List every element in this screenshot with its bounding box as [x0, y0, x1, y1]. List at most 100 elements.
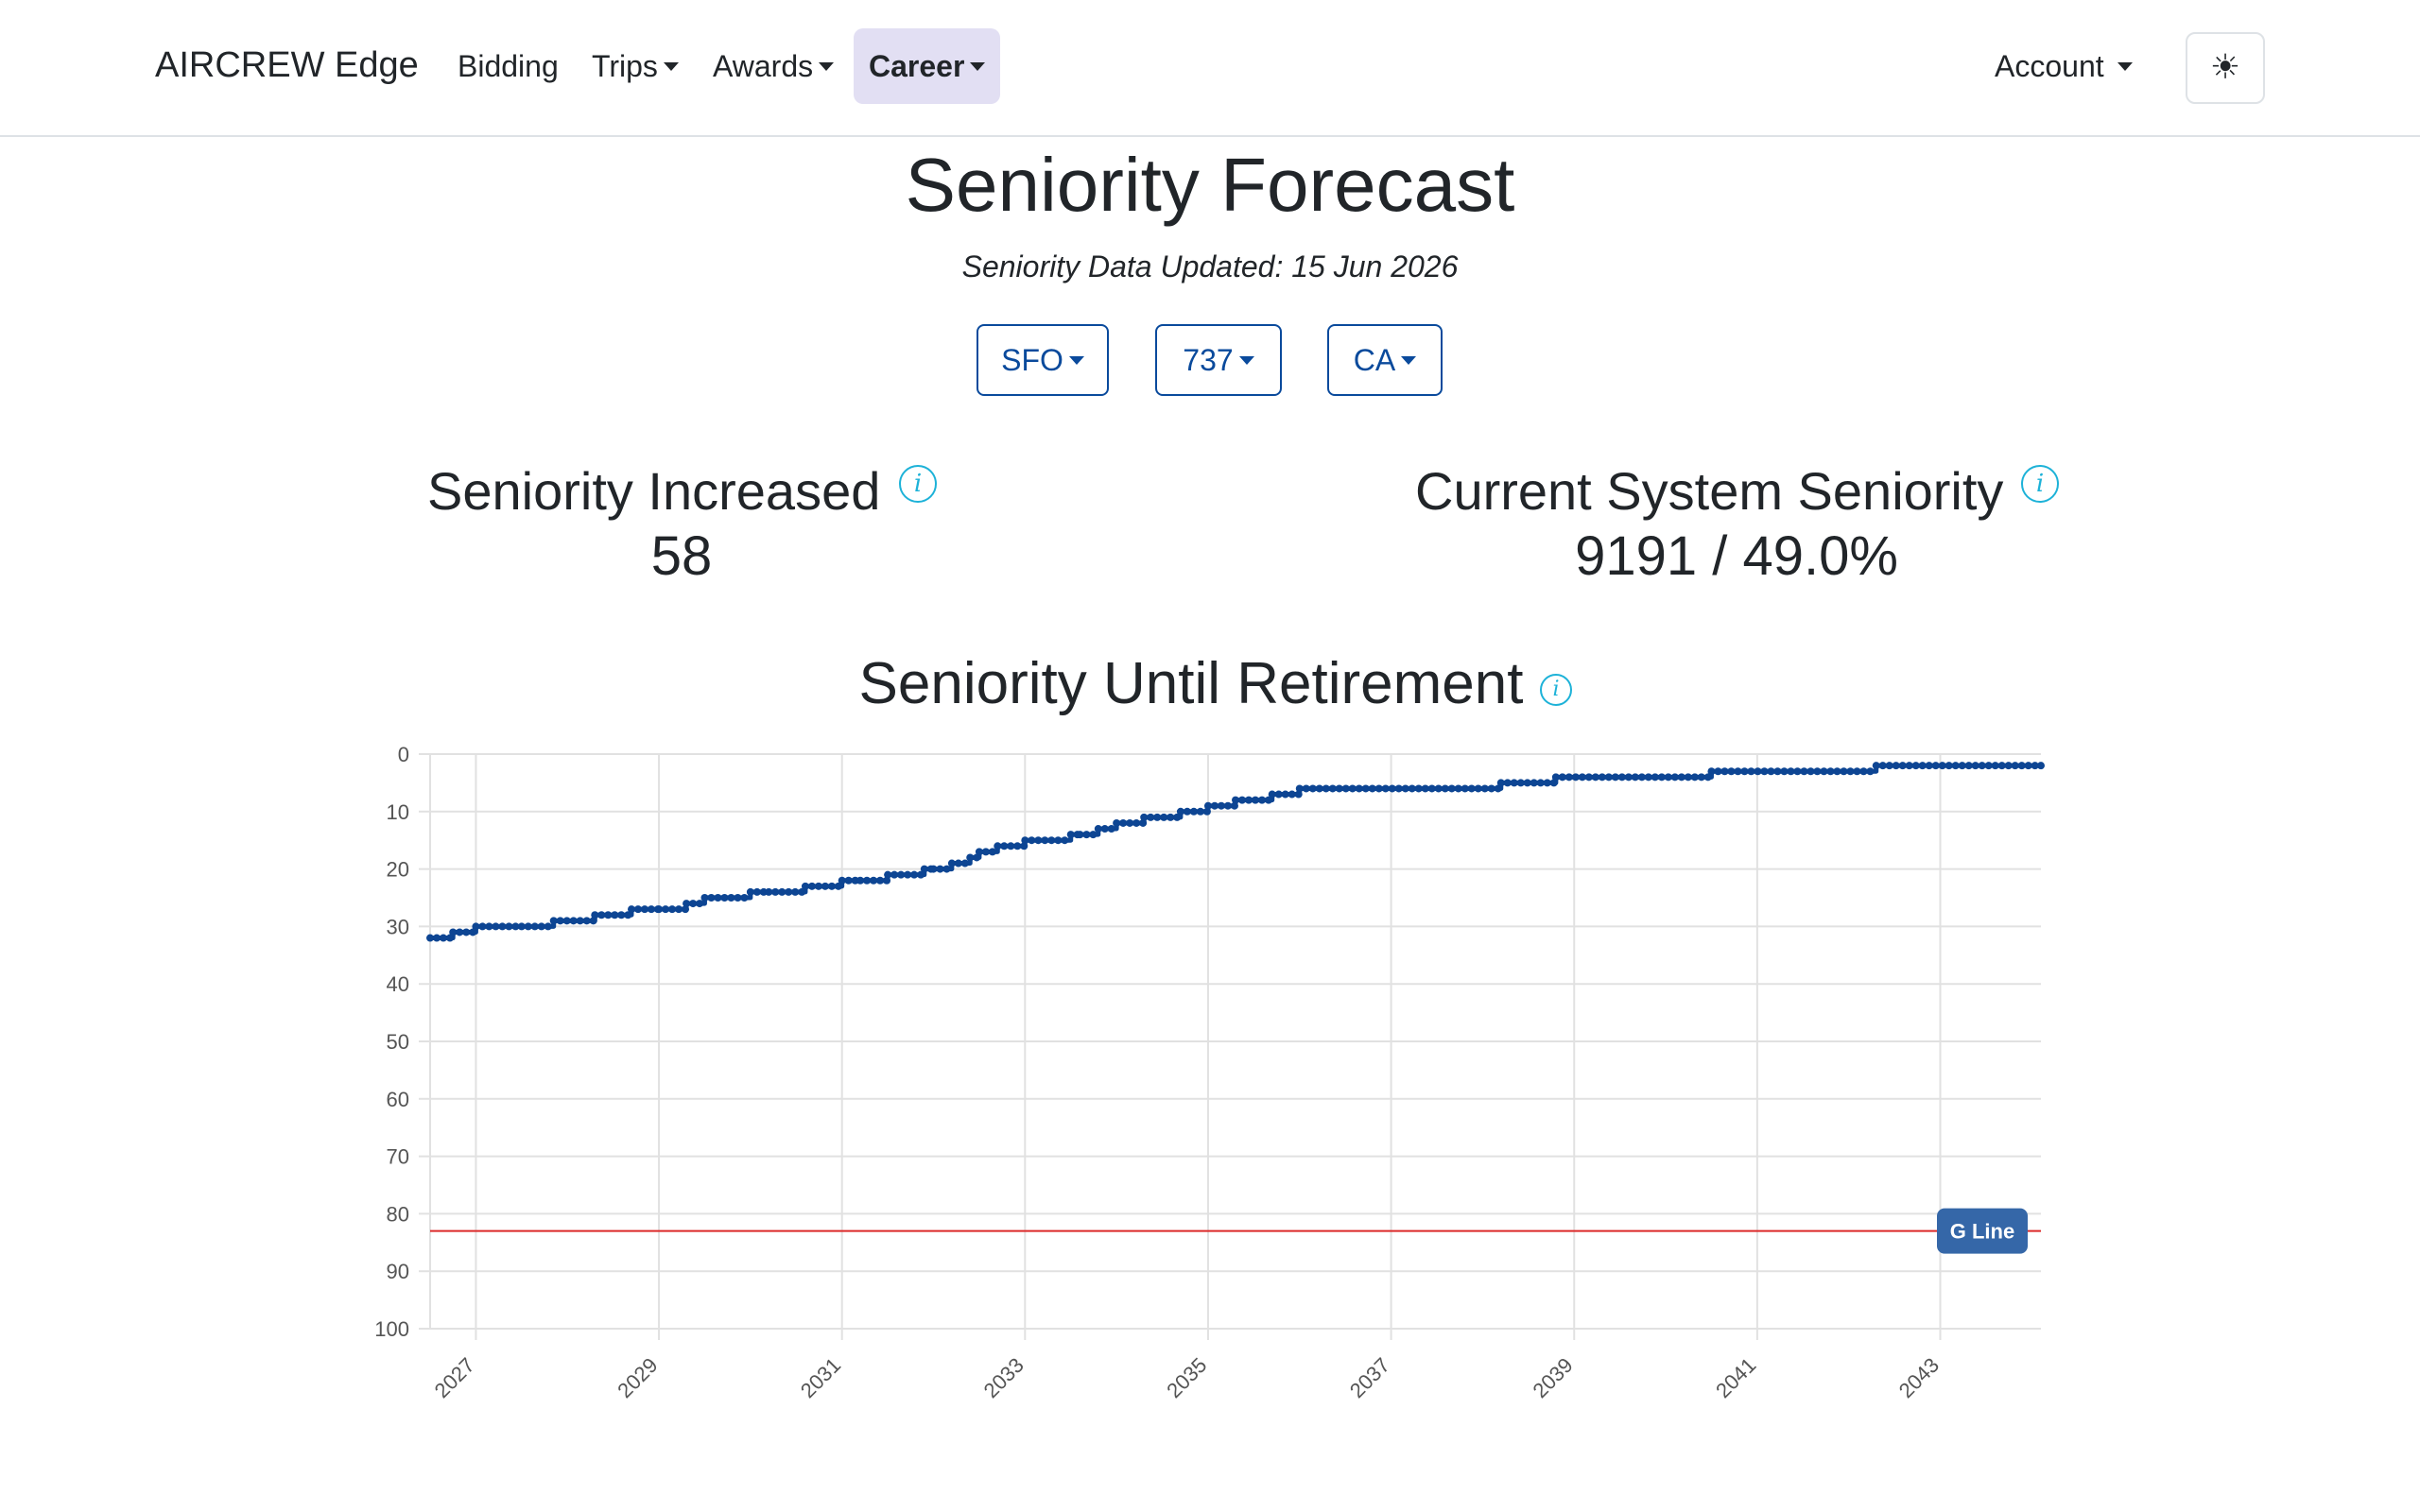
series-point: [1113, 818, 1121, 827]
series-point: [936, 865, 944, 873]
series-point: [947, 859, 956, 868]
nav-awards[interactable]: Awards: [698, 28, 849, 104]
series-point: [904, 870, 912, 879]
series-point: [589, 917, 597, 925]
series-point: [1853, 767, 1861, 776]
series-point: [1061, 836, 1069, 845]
series-point: [1368, 784, 1376, 793]
series-point: [1997, 762, 2006, 770]
series-point: [1183, 807, 1191, 816]
series-point: [505, 922, 513, 931]
series-point: [707, 894, 716, 902]
chevron-down-icon: [1238, 356, 1254, 366]
series-point: [2037, 762, 2045, 770]
chevron-down-icon: [663, 62, 679, 72]
series-point: [498, 922, 507, 931]
series-point: [975, 848, 983, 856]
series-point: [611, 911, 619, 919]
series-point: [960, 859, 969, 868]
series-point: [1388, 784, 1396, 793]
nav-bidding[interactable]: Bidding: [442, 28, 574, 104]
series-point: [2031, 762, 2039, 770]
series-point: [2011, 762, 2019, 770]
series-point: [771, 887, 780, 896]
series-point: [1041, 836, 1049, 845]
series-point: [597, 911, 606, 919]
series-point: [1487, 784, 1495, 793]
series-point: [1637, 773, 1646, 782]
series-point: [807, 882, 816, 890]
series-point: [1866, 767, 1875, 776]
info-icon[interactable]: i: [1540, 674, 1572, 706]
series-point: [863, 876, 872, 885]
series-point: [1703, 773, 1712, 782]
series-point: [1295, 784, 1304, 793]
series-point: [1740, 767, 1749, 776]
series-point: [1530, 779, 1538, 787]
series-point: [1176, 807, 1184, 816]
series-point: [1510, 779, 1518, 787]
series-point: [1571, 773, 1580, 782]
series-point: [883, 876, 891, 885]
account-label: Account: [1995, 49, 2104, 83]
series-point: [433, 934, 441, 942]
series-point: [1496, 779, 1505, 787]
series-point: [1034, 836, 1043, 845]
series-point: [511, 922, 520, 931]
info-icon[interactable]: i: [899, 465, 937, 503]
series-point: [1677, 773, 1685, 782]
base-dropdown[interactable]: SFO: [977, 324, 1109, 396]
x-tick-label: 2033: [979, 1353, 1028, 1402]
nav-trips-label: Trips: [592, 49, 658, 83]
series-point: [1232, 796, 1239, 804]
series-point: [1139, 818, 1148, 827]
info-icon[interactable]: i: [2021, 465, 2059, 503]
series-point: [462, 928, 471, 936]
series-point: [1813, 767, 1822, 776]
brand-logo[interactable]: AIRCREW Edge: [155, 45, 419, 85]
series-point: [591, 911, 599, 919]
series-point: [876, 876, 885, 885]
series-point: [1598, 773, 1606, 782]
series-point: [973, 853, 981, 862]
system-seniority-label: Current System Seniority: [1415, 461, 2004, 521]
data-updated-text: Seniority Data Updated: 15 Jun 2026: [961, 249, 1459, 284]
series-point: [1714, 767, 1722, 776]
fleet-dropdown[interactable]: 737: [1155, 324, 1282, 396]
series-point: [1217, 801, 1225, 810]
seniority-increased-value: 58: [650, 525, 713, 587]
series-point: [1335, 784, 1343, 793]
series-point: [683, 900, 691, 908]
series-point: [740, 894, 749, 902]
account-menu[interactable]: Account: [1979, 28, 2148, 104]
series-point: [1100, 825, 1109, 833]
series-point: [1826, 767, 1835, 776]
nav-trips[interactable]: Trips: [577, 28, 694, 104]
series-point: [1467, 784, 1476, 793]
series-point: [478, 922, 487, 931]
nav-career[interactable]: Career: [854, 28, 1001, 104]
series-point: [655, 905, 664, 914]
series-point: [1543, 779, 1551, 787]
series-point: [1558, 773, 1566, 782]
series-point: [549, 917, 558, 925]
series-point: [1230, 801, 1238, 810]
series-point: [1754, 767, 1762, 776]
nav-career-label: Career: [869, 49, 965, 83]
seniority-chart: 0 10 20 30 40 50 60 70 80 90 100 2027 2029 2031 2033 20…: [374, 743, 2045, 1402]
series-point: [1441, 784, 1449, 793]
seat-dropdown[interactable]: CA: [1327, 324, 1443, 396]
series-point: [1773, 767, 1782, 776]
series-point: [582, 917, 591, 925]
series-point: [1651, 773, 1659, 782]
chevron-down-icon: [1401, 356, 1417, 366]
system-seniority-value: 9191 / 49.0%: [1575, 525, 1898, 587]
series-point: [1578, 773, 1586, 782]
theme-toggle-button[interactable]: ☀: [2186, 32, 2265, 104]
series-point: [1381, 784, 1390, 793]
series-point: [1617, 773, 1626, 782]
series-point: [1021, 836, 1029, 845]
series-point: [814, 882, 822, 890]
series-point: [617, 911, 626, 919]
series-point: [1872, 762, 1880, 770]
